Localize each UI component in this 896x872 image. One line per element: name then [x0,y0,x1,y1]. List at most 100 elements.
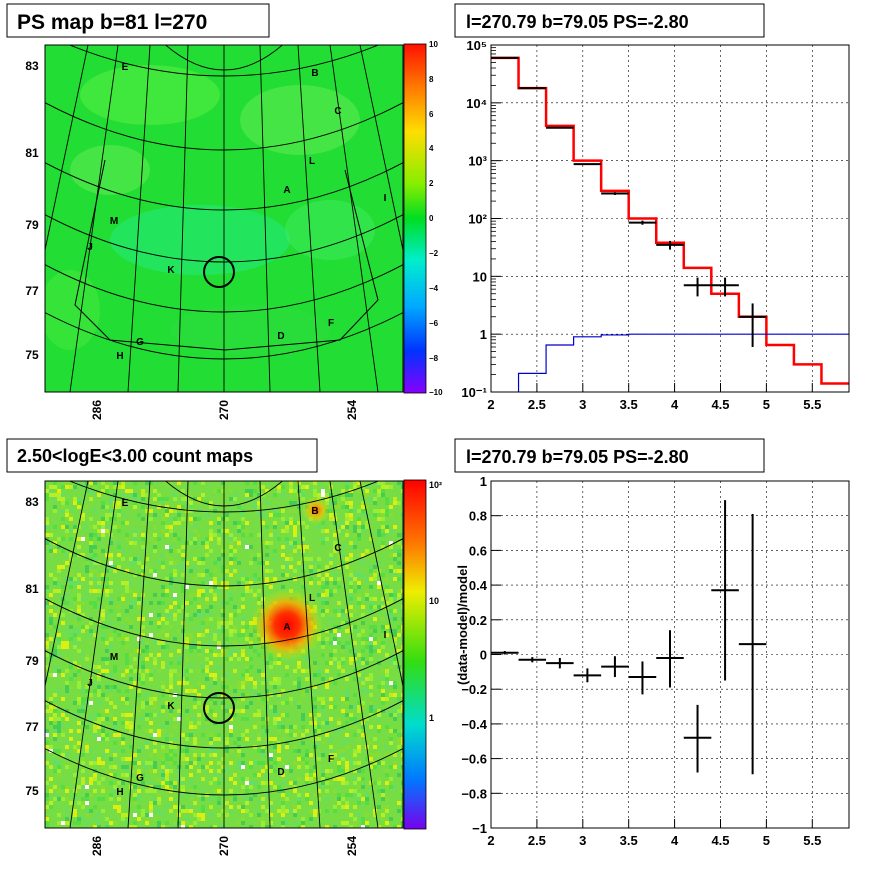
count-map-pixel [45,825,49,828]
count-map-pixel [373,481,377,485]
count-map-pixel [177,769,181,773]
count-map-pixel [173,517,177,521]
count-map-pixel [333,657,337,661]
count-map-pixel [401,541,403,545]
count-map-pixel [361,641,365,645]
count-map-pixel [261,749,265,753]
count-map-pixel [329,561,333,565]
count-map-pixel [357,597,361,601]
count-map-pixel [381,617,385,621]
count-map-pixel [69,665,73,669]
count-map-pixel [73,641,77,645]
count-map-pixel [269,753,273,757]
count-map-pixel [165,641,169,645]
count-map-pixel [293,529,297,533]
count-map-pixel [249,701,253,705]
count-map-pixel [81,797,85,801]
count-map-pixel [201,561,205,565]
count-map-pixel [85,585,89,589]
count-map-pixel [49,625,53,629]
count-map-pixel [329,781,333,785]
count-map-pixel [385,781,389,785]
count-map-pixel [133,769,137,773]
count-map-pixel [393,785,397,789]
count-map-pixel [229,729,233,733]
count-map-pixel [357,785,361,789]
count-map-pixel [253,489,257,493]
count-map-pixel [361,821,365,825]
count-map-pixel [133,793,137,797]
count-map-pixel [97,685,101,689]
count-map-pixel [85,569,89,573]
count-map-pixel [193,725,197,729]
count-map-pixel [89,545,93,549]
count-map-pixel [193,689,197,693]
count-map-pixel [125,489,129,493]
count-map-pixel [225,813,229,817]
count-map-pixel [141,601,145,605]
count-map-pixel [169,705,173,709]
residual-x-tick-label: 2 [487,833,494,848]
count-map-pixel [189,569,193,573]
count-map-pixel [321,721,325,725]
count-map-pixel [393,729,397,733]
count-map-pixel [353,789,357,793]
count-map-pixel [197,817,201,821]
count-map-pixel [197,613,201,617]
count-map-pixel [393,597,397,601]
count-map-pixel [353,533,357,537]
count-map-pixel [309,817,313,821]
count-map-pixel [45,761,49,765]
count-map-pixel [57,609,61,613]
count-map-pixel [213,597,217,601]
count-map-pixel [125,757,129,761]
count-map-pixel [137,601,141,605]
count-map-pixel [213,509,217,513]
count-map-pixel [193,597,197,601]
count-map-pixel [85,557,89,561]
count-map-pixel [109,701,113,705]
count-map-pixel [229,621,233,625]
count-map-pixel [105,489,109,493]
count-map-pixel [337,721,341,725]
count-map-pixel [97,713,101,717]
count-map-pixel [153,693,157,697]
count-map-pixel [125,645,129,649]
count-map-pixel [121,557,125,561]
count-map-pixel [297,705,301,709]
spectrum-x-tick-label: 2 [487,397,494,412]
count-map-pixel [197,649,201,653]
count-map-pixel [357,621,361,625]
count-map-pixel [245,493,249,497]
count-map-pixel [45,517,49,521]
count-map-pixel [293,509,297,513]
count-map-pixel [77,685,81,689]
count-map-pixel [297,777,301,781]
count-map-pixel [209,709,213,713]
count-map-pixel [145,813,149,817]
count-map-pixel [305,729,309,733]
count-map-pixel [193,813,197,817]
count-map-pixel [257,693,261,697]
count-map-pixel [109,517,113,521]
count-map-pixel [157,601,161,605]
count-map-pixel [225,709,229,713]
count-map-pixel [341,821,345,825]
count-map-pixel [73,529,77,533]
count-map-pixel [237,745,241,749]
count-map-pixel [189,733,193,737]
count-map-pixel [293,733,297,737]
count-map-pixel [165,545,169,549]
count-map-pixel [361,517,365,521]
count-map-pixel [277,729,281,733]
count-map-pixel [381,805,385,809]
count-map-pixel [265,781,269,785]
count-map-pixel [197,605,201,609]
count-map-pixel [125,653,129,657]
count-map-pixel [53,549,57,553]
count-map-pixel [105,825,109,828]
count-map-pixel [153,573,157,577]
spectrum-x-tick-label: 5.5 [803,397,821,412]
count-map-pixel [369,713,373,717]
count-map-pixel [185,765,189,769]
